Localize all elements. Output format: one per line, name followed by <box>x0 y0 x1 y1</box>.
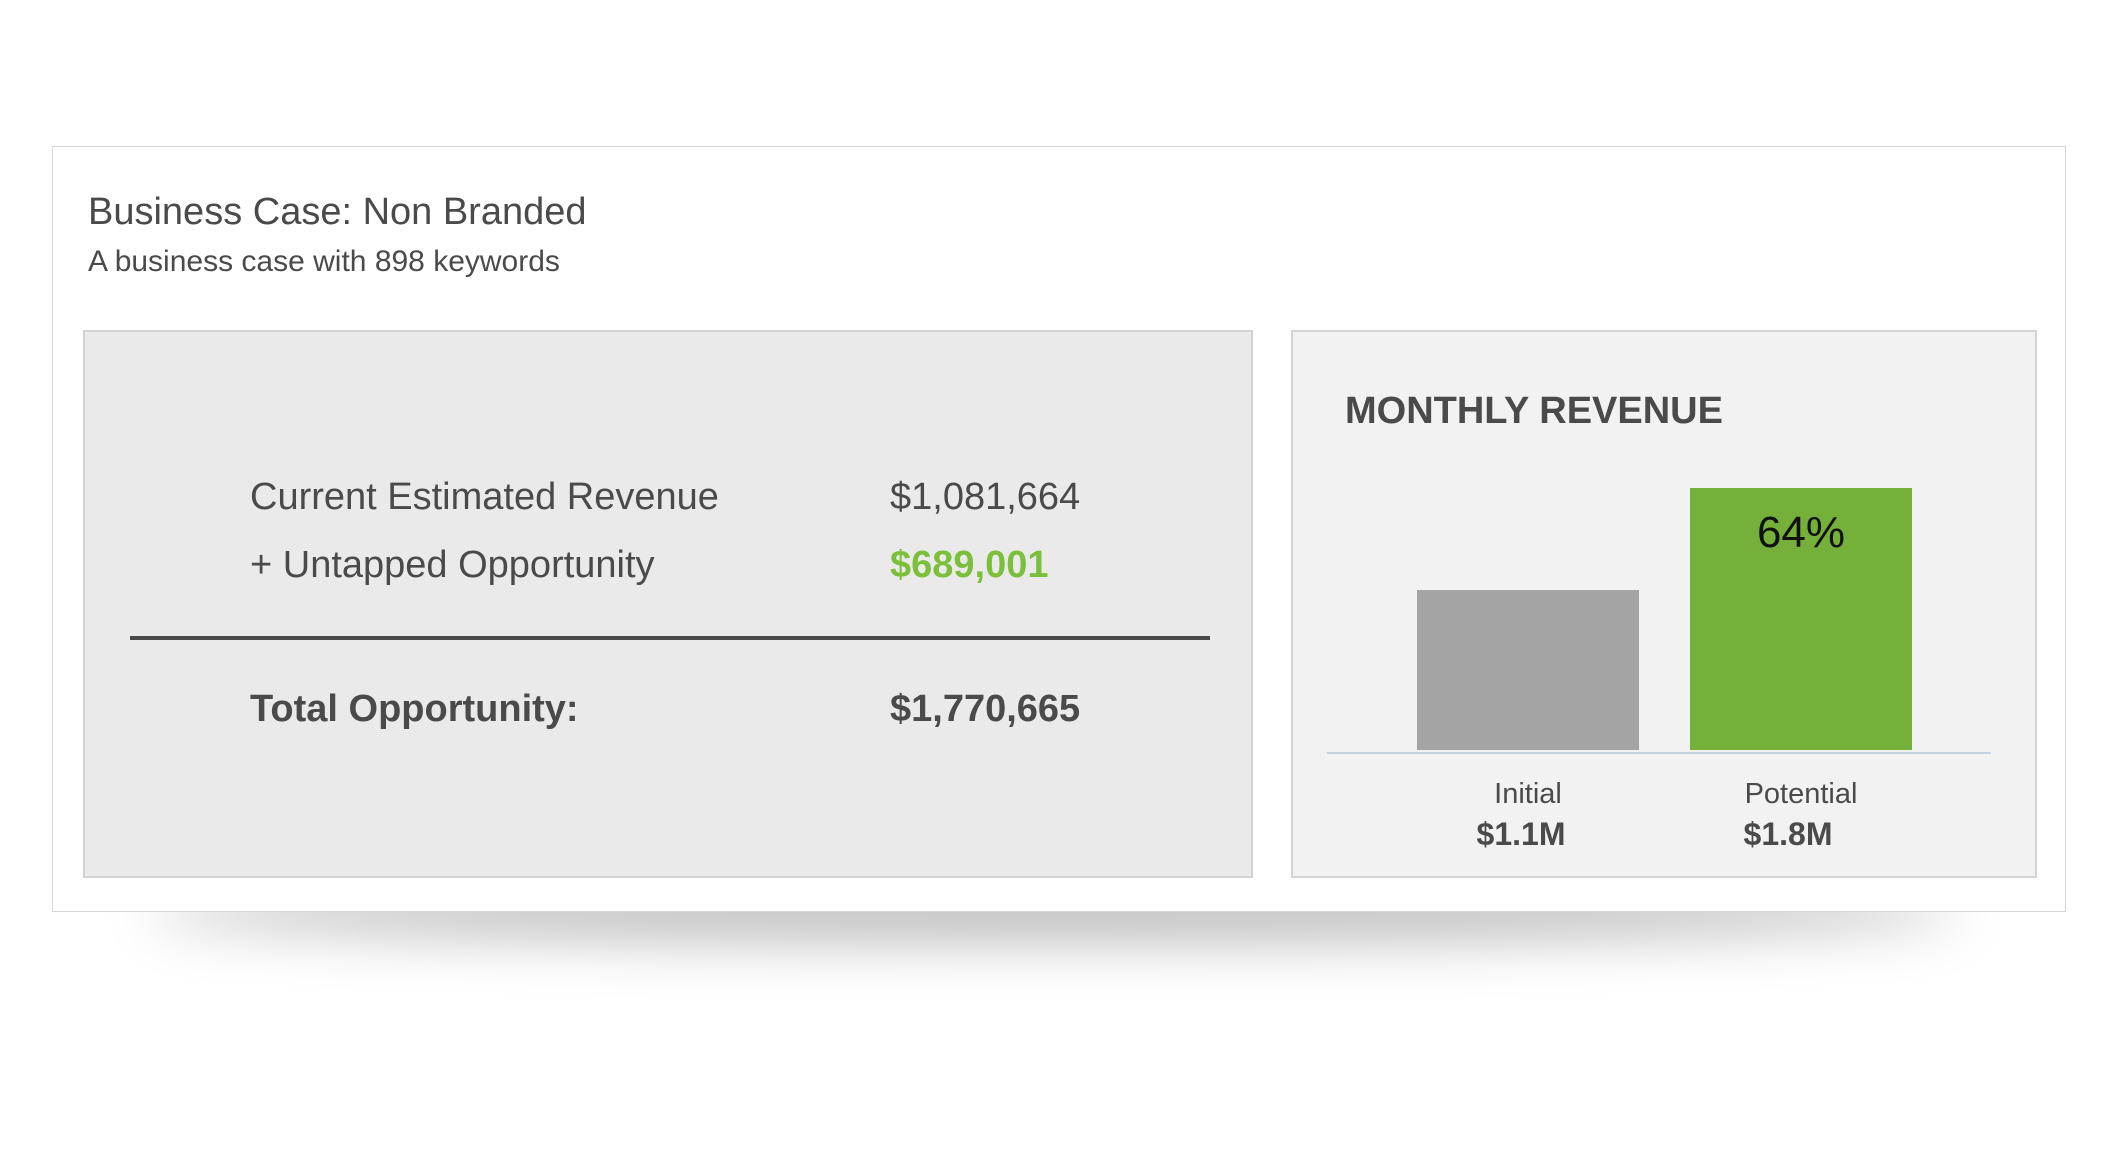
page-title: Business Case: Non Branded <box>88 191 587 233</box>
chart-baseline <box>1327 752 1991 754</box>
value-label-initial: $1.1M <box>1476 816 1566 852</box>
bar-potential: 64% <box>1690 488 1912 750</box>
untapped-opportunity-value: $689,001 <box>890 544 1049 586</box>
untapped-opportunity-label: + Untapped Opportunity <box>250 544 655 586</box>
current-revenue-value: $1,081,664 <box>890 476 1081 518</box>
category-label-potential: Potential <box>1744 778 1858 810</box>
category-label-initial: Initial <box>1494 778 1562 810</box>
total-opportunity-label: Total Opportunity: <box>250 688 579 730</box>
page-subtitle: A business case with 898 keywords <box>88 245 560 278</box>
value-label-potential: $1.8M <box>1743 816 1833 852</box>
monthly-revenue-chart: MONTHLY REVENUE 64% Initial $1.1M Potent… <box>1291 330 2037 878</box>
bar-initial <box>1417 590 1639 750</box>
business-case-card: Business Case: Non Branded A business ca… <box>52 146 2066 912</box>
revenue-summary-panel: Current Estimated Revenue $1,081,664 + U… <box>83 330 1253 878</box>
chart-title: MONTHLY REVENUE <box>1345 390 1723 432</box>
total-opportunity-value: $1,770,665 <box>890 688 1081 730</box>
current-revenue-label: Current Estimated Revenue <box>250 476 719 518</box>
bar-potential-percent: 64% <box>1756 508 1846 557</box>
sum-divider <box>130 636 1210 640</box>
